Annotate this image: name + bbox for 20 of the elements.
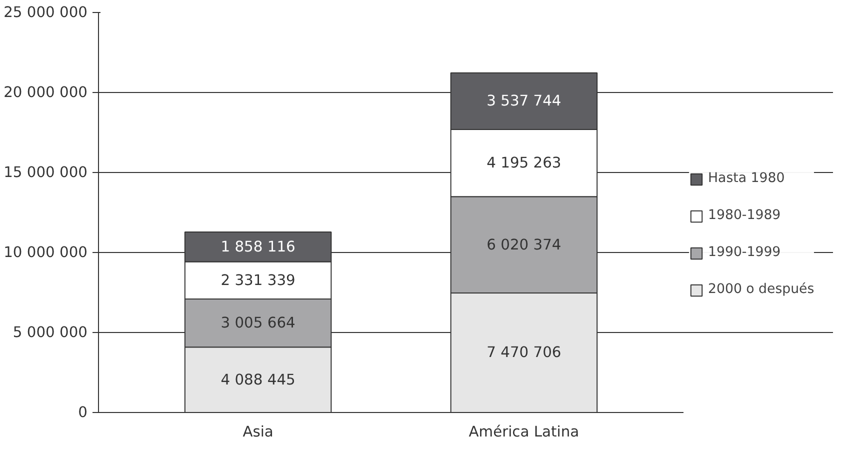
legend-label: 1980-1989 [708,208,781,223]
data-label: 3 537 744 [486,92,562,110]
y-tick-label: 10 000 000 [4,244,88,261]
legend-label: 2000 o después [708,282,814,297]
y-tick-label: 25 000 000 [4,4,88,21]
y-tick-label: 15 000 000 [4,164,88,181]
data-label: 7 470 706 [486,344,562,362]
x-tick-label: América Latina [468,424,580,440]
x-tick-label: Asia [242,424,274,440]
data-label: 6 020 374 [486,236,562,254]
data-label: 3 005 664 [220,314,296,332]
data-label: 4 195 263 [486,154,562,172]
legend-label: Hasta 1980 [708,171,785,186]
data-label: 1 858 116 [220,238,296,256]
y-tick-label: 0 [78,404,88,421]
y-tick-label: 5 000 000 [12,324,88,341]
data-label: 2 331 339 [220,272,296,289]
data-label: 4 088 445 [220,371,296,388]
legend-label: 1990-1999 [708,245,781,260]
y-tick-label: 20 000 000 [4,84,88,101]
